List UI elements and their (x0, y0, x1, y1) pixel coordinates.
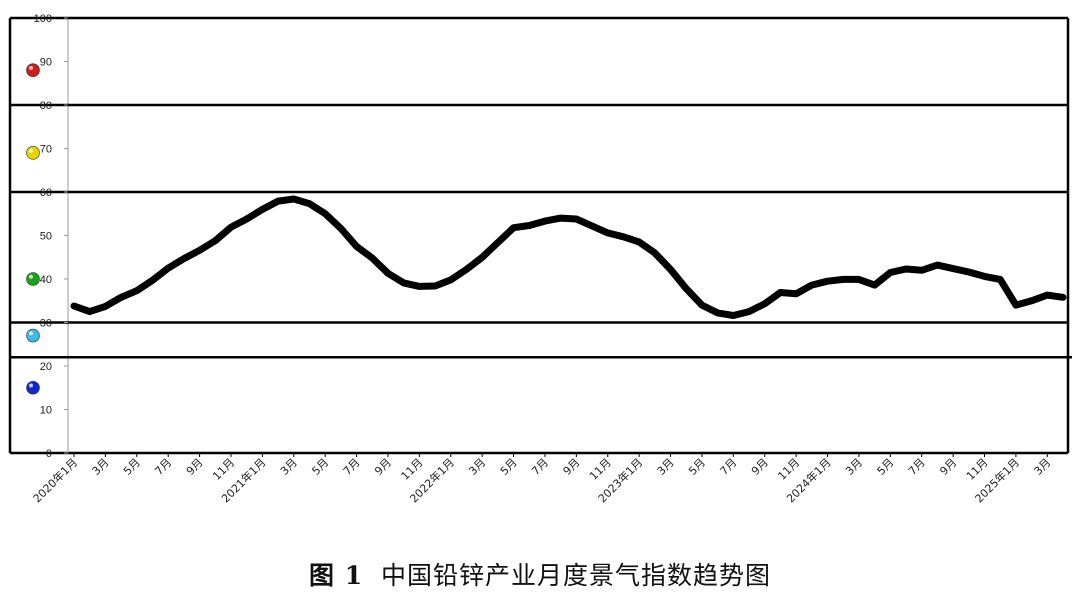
x-tick-label-23: 11月 (775, 456, 802, 483)
y-tick-label-10: 100 (34, 13, 52, 25)
signal-lights (26, 63, 40, 395)
y-tick-label-9: 90 (40, 57, 52, 69)
signal-light-highlight (29, 148, 33, 153)
x-tick-label-1: 3月 (90, 456, 112, 478)
signal-light-dot (26, 146, 40, 160)
x-tick-label-7: 3月 (278, 456, 300, 478)
y-tick-label-3: 30 (40, 318, 52, 330)
x-tick-label-25: 3月 (843, 456, 865, 478)
x-tick-label-22: 9月 (749, 456, 771, 478)
x-tick-label-27: 7月 (906, 456, 928, 478)
figure-label: 图 1 (308, 561, 364, 590)
x-tick-label-11: 11月 (399, 456, 426, 483)
x-tick-label-14: 5月 (498, 456, 520, 478)
y-tick-label-0: 0 (46, 448, 52, 460)
y-tick-label-2: 20 (40, 361, 52, 373)
signal-light-highlight (29, 274, 33, 279)
x-tick-label-5: 11月 (210, 456, 237, 483)
x-tick-label-19: 3月 (655, 456, 677, 478)
x-tick-label-0: 2020年1月 (30, 455, 80, 505)
chart-frame (8, 16, 1072, 455)
signal-light-highlight (29, 66, 33, 70)
x-tick-label-3: 7月 (152, 456, 174, 478)
signal-light-highlight (29, 331, 33, 336)
x-tick-label-28: 9月 (937, 456, 959, 478)
signal-light-1 (26, 146, 40, 160)
signal-light-highlight (29, 383, 33, 388)
y-tick-label-1: 10 (40, 405, 52, 417)
signal-light-dot (26, 380, 40, 395)
y-tick-label-5: 50 (40, 231, 52, 243)
signal-light-dot (26, 272, 40, 286)
y-tick-label-7: 70 (40, 144, 52, 156)
x-tick-label-17: 11月 (587, 456, 614, 483)
x-tick-label-13: 3月 (466, 456, 488, 478)
signal-light-3 (26, 328, 40, 343)
x-tick-label-8: 5月 (309, 456, 331, 478)
y-tick-label-6: 60 (40, 187, 52, 199)
series-line-0 (70, 195, 1067, 319)
signal-light-dot (26, 63, 40, 77)
signal-light-0 (26, 63, 40, 77)
x-tick-label-15: 7月 (529, 456, 551, 478)
series-layer (70, 195, 1067, 319)
y-tick-label-4: 40 (40, 274, 52, 286)
x-tick-label-31: 3月 (1032, 456, 1054, 478)
x-tick-label-20: 5月 (686, 456, 708, 478)
x-tick-label-21: 7月 (718, 456, 740, 478)
signal-light-2 (26, 272, 40, 286)
signal-light-dot (26, 328, 40, 343)
y-tick-label-8: 80 (40, 100, 52, 112)
x-tick-label-4: 9月 (184, 456, 206, 478)
figure-title: 中国铅锌产业月度景气指数趋势图 (381, 561, 772, 590)
signal-light-4 (26, 380, 40, 395)
x-tick-label-29: 11月 (964, 456, 991, 483)
figure-caption: 图 1 中国铅锌产业月度景气指数趋势图 (0, 556, 1080, 592)
x-tick-label-10: 9月 (372, 456, 394, 478)
x-tick-label-2: 5月 (121, 456, 143, 478)
x-tick-label-9: 7月 (341, 456, 363, 478)
y-axis-ticks: 0 10 20 30 40 50 60 70 80 90 100 (34, 13, 68, 460)
x-tick-label-16: 9月 (561, 456, 583, 478)
x-tick-label-26: 5月 (875, 456, 897, 478)
